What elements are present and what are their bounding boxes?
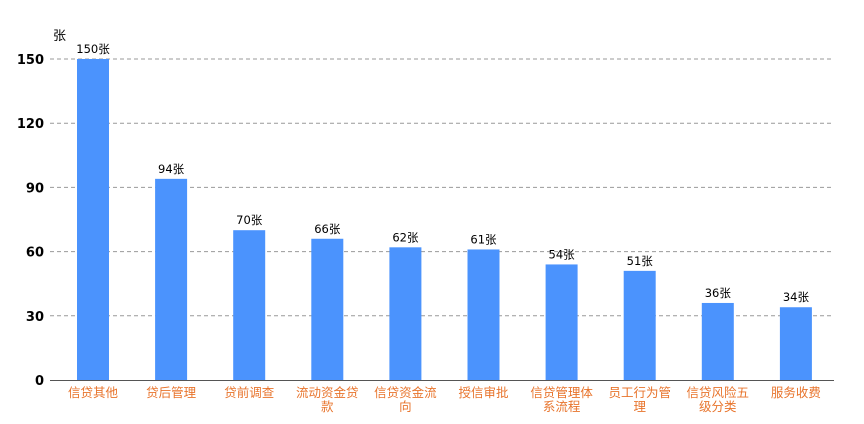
bar bbox=[545, 264, 578, 380]
x-tick-label: 贷后管理 bbox=[146, 385, 197, 400]
data-label: 34张 bbox=[783, 290, 810, 304]
bar bbox=[467, 249, 500, 380]
x-tick-label: 服务收费 bbox=[771, 385, 821, 400]
bar bbox=[155, 178, 188, 380]
y-tick-label: 90 bbox=[26, 181, 44, 196]
x-tick-label: 系流程 bbox=[543, 399, 581, 414]
data-label: 70张 bbox=[236, 213, 263, 227]
x-tick-label: 贷前调查 bbox=[224, 385, 275, 400]
x-tick-label: 授信审批 bbox=[458, 385, 508, 400]
x-tick-label: 信贷风险五 bbox=[687, 385, 750, 400]
bar bbox=[233, 230, 266, 380]
data-label: 150张 bbox=[76, 42, 110, 56]
bar bbox=[623, 270, 656, 380]
data-label: 62张 bbox=[392, 230, 419, 244]
y-axis-ticks: 0 30 60 90 120 150 bbox=[17, 53, 44, 389]
y-tick-label: 30 bbox=[26, 310, 44, 325]
y-tick-label: 60 bbox=[26, 246, 44, 261]
bar bbox=[701, 302, 734, 380]
bars bbox=[77, 59, 812, 380]
x-tick-label: 流动资金贷 bbox=[296, 385, 359, 400]
x-tick-label: 款 bbox=[321, 399, 334, 414]
y-tick-label: 0 bbox=[35, 374, 44, 389]
y-tick-label: 120 bbox=[17, 117, 44, 132]
bar bbox=[389, 247, 422, 380]
x-tick-label: 信贷管理体 bbox=[530, 385, 593, 400]
bar bbox=[77, 59, 109, 380]
x-tick-label: 理 bbox=[633, 399, 646, 414]
data-label: 66张 bbox=[314, 222, 341, 236]
data-label: 36张 bbox=[705, 286, 732, 300]
data-label: 51张 bbox=[627, 254, 654, 268]
y-axis-unit: 张 bbox=[53, 29, 66, 44]
y-tick-label: 150 bbox=[17, 53, 44, 68]
x-tick-label: 级分类 bbox=[699, 399, 737, 414]
x-tick-label: 信贷资金流 bbox=[374, 385, 437, 400]
bar bbox=[311, 238, 344, 380]
data-label: 61张 bbox=[470, 232, 497, 246]
data-label: 54张 bbox=[549, 247, 576, 261]
data-label: 94张 bbox=[158, 162, 185, 176]
bar bbox=[779, 307, 812, 380]
x-tick-label: 员工行为管 bbox=[608, 385, 671, 400]
x-tick-label: 信贷其他 bbox=[68, 385, 119, 400]
data-labels: 150张 94张 70张 66张 62张 61张 54张 51张 36张 34张 bbox=[76, 42, 809, 304]
x-tick-label: 向 bbox=[399, 399, 412, 414]
